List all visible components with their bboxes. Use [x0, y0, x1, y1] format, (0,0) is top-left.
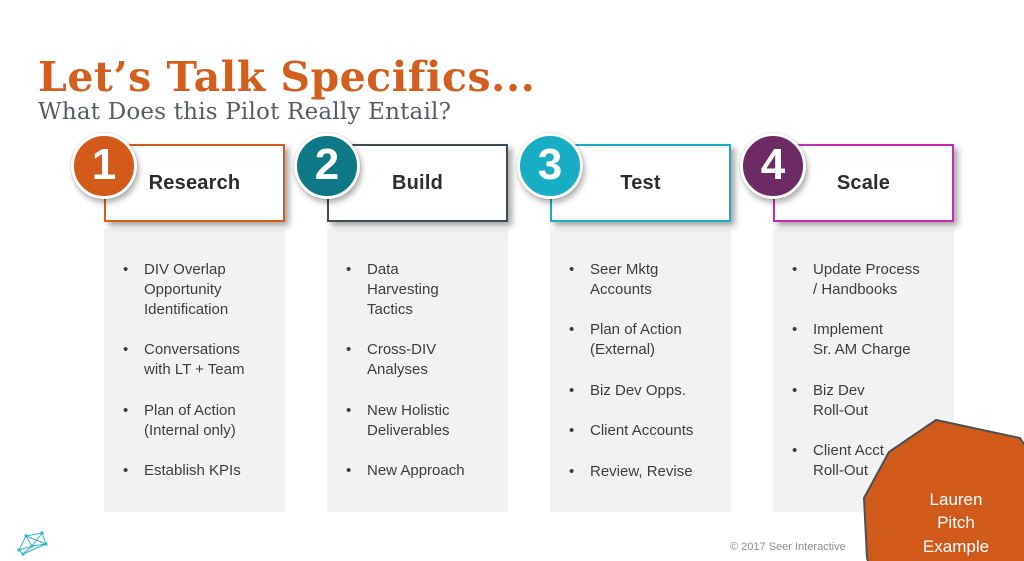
list-item: Client Acct Roll-Out — [773, 441, 954, 481]
pitch-example-label: Lauren Pitch Example — [922, 489, 990, 556]
list-item: Seer Mktg Accounts — [550, 260, 731, 300]
list-item: Client Accounts — [550, 421, 731, 441]
list-item: DIV Overlap Opportunity Identification — [104, 260, 285, 320]
step-number-1: 1 — [91, 140, 117, 189]
list-item: Biz Dev Roll-Out — [773, 381, 954, 421]
logo-line — [31, 532, 43, 547]
step-column-build: Build 2 Data Harvesting Tactics Cross-DI… — [294, 0, 508, 561]
octagon-shape — [862, 418, 1024, 561]
slide-subtitle: What Does this Pilot Really Entail? — [38, 99, 452, 126]
step-item-list-research: DIV Overlap Opportunity Identification C… — [104, 229, 285, 512]
step-column-test: Test 3 Seer Mktg Accounts Plan of Action… — [517, 0, 731, 561]
pitch-example-octagon — [862, 418, 1024, 561]
list-item: New Holistic Deliverables — [327, 401, 508, 441]
step-number-2: 2 — [314, 140, 340, 189]
step-column-research: Research 1 DIV Overlap Opportunity Ident… — [71, 0, 285, 561]
logo-nodes — [17, 531, 48, 556]
list-item: Data Harvesting Tactics — [327, 260, 508, 320]
slide-title: Let’s Talk Specifics... — [38, 53, 536, 102]
step-number-3: 3 — [537, 140, 563, 189]
list-item: Update Process / Handbooks — [773, 260, 954, 300]
step-title-research: Research — [148, 171, 241, 194]
list-item: Plan of Action (Internal only) — [104, 401, 285, 441]
step-title-test: Test — [620, 171, 661, 194]
seer-interactive-logo — [17, 531, 48, 556]
step-number-badge-1: 1 — [71, 133, 137, 199]
logo-line — [25, 535, 47, 545]
list-item: Plan of Action (External) — [550, 320, 731, 360]
list-item: Cross-DIV Analyses — [327, 340, 508, 380]
logo-line — [25, 535, 33, 547]
list-item: New Approach — [327, 461, 508, 481]
logo-outline — [18, 532, 47, 555]
list-item: Conversations with LT + Team — [104, 340, 285, 380]
step-number-4: 4 — [760, 140, 786, 189]
list-item: Biz Dev Opps. — [550, 381, 731, 401]
step-number-badge-2: 2 — [294, 133, 360, 199]
step-title-scale: Scale — [836, 171, 891, 194]
copyright-text: © 2017 Seer Interactive — [730, 541, 846, 553]
logo-line — [18, 545, 33, 551]
step-number-badge-3: 3 — [517, 133, 583, 199]
step-title-build: Build — [392, 171, 443, 194]
list-item: Review, Revise — [550, 462, 731, 482]
list-item: Implement Sr. AM Charge — [773, 320, 954, 360]
step-item-list-build: Data Harvesting Tactics Cross-DIV Analys… — [327, 229, 508, 512]
list-item: Establish KPIs — [104, 461, 285, 481]
logo-line — [22, 543, 47, 555]
step-item-list-test: Seer Mktg Accounts Plan of Action (Exter… — [550, 229, 731, 512]
step-number-badge-4: 4 — [740, 133, 806, 199]
